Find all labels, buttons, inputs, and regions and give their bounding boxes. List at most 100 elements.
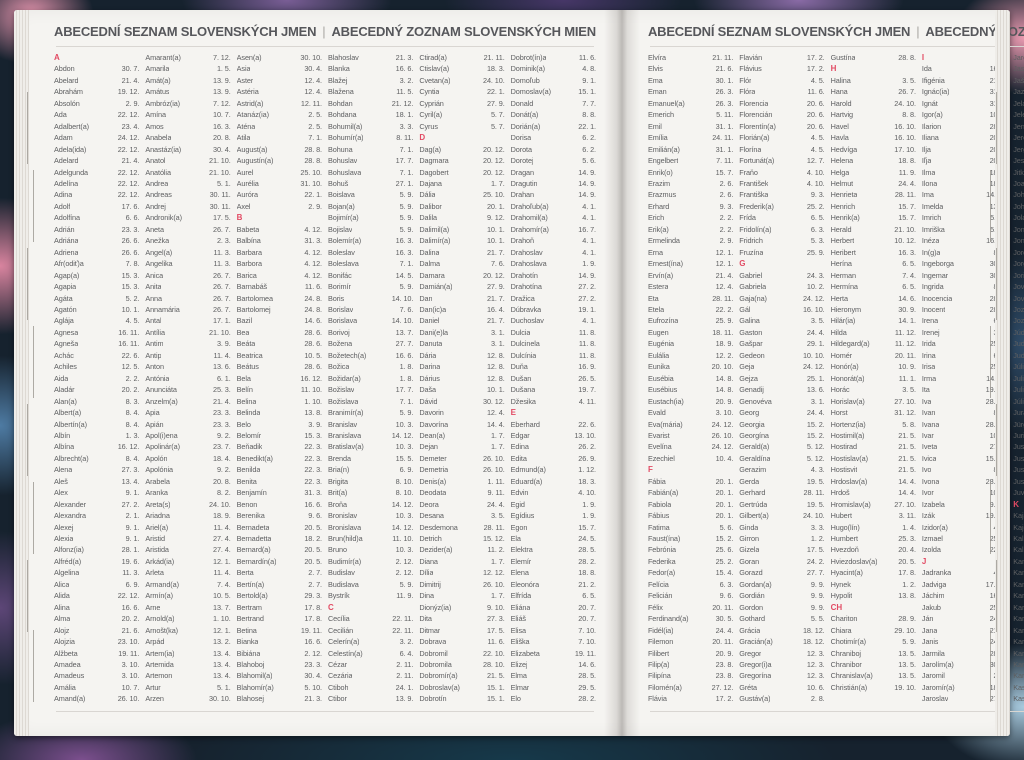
name-day-date: 10. 5. — [212, 591, 231, 601]
name-day-date: 6. 6. — [125, 213, 140, 223]
name-entry: Homér 20. 11. — [831, 350, 916, 361]
given-name: Andreas — [145, 190, 172, 200]
name-entry: Helga 11. 9. — [831, 167, 916, 178]
name-day-date: 24. 2. — [806, 556, 825, 566]
name-entry: Ermelinda 2. 9. — [648, 235, 733, 246]
letter-section-header: CH — [830, 602, 843, 612]
edge-notch — [990, 170, 991, 242]
name-day-date: 13. 7. — [395, 327, 414, 337]
name-entry: Hieronym 30. 9. — [831, 304, 916, 315]
header-rule — [56, 46, 594, 47]
given-name: Ada — [54, 110, 67, 120]
name-day-date: 15. 7. — [578, 522, 596, 532]
given-name: Fraňo — [739, 167, 758, 177]
name-entry: Erazmus 2. 6. — [648, 189, 733, 200]
edge-notch — [990, 482, 991, 554]
name-entry: Bernadetta 18. 2. — [237, 533, 322, 544]
name-day-date: 17. 8. — [304, 614, 322, 624]
given-name: František — [739, 178, 769, 188]
name-entry: Arpád 13. 2. — [145, 636, 230, 647]
name-column: Ctirad(a) 21. 11. Ctislav(a) 18. 3. Cvetan(a… — [419, 52, 504, 705]
given-name: Domoslav(a) — [510, 87, 551, 97]
given-name: Jorik(a) — [1013, 270, 1024, 280]
name-entry: Andrea 5. 1. — [145, 178, 230, 189]
name-entry: Brun(hild)a 11. 10. — [328, 533, 413, 544]
name-entry: Antip 11. 4. — [145, 350, 230, 361]
given-name: Brun(hild)a — [327, 534, 363, 544]
name-day-date: 25. 2. — [806, 201, 825, 211]
given-name: Budislava — [327, 579, 359, 589]
name-day-date: 21. 4. — [121, 156, 140, 166]
name-entry: Beáta 28. 6. — [237, 338, 322, 349]
name-day-date: 20. 9. — [715, 648, 734, 658]
given-name: Jovana — [1013, 293, 1024, 303]
name-entry: Anton 13. 6. — [145, 361, 230, 372]
given-name: Augustín(a) — [236, 156, 274, 166]
given-name: Honorát(a) — [830, 373, 865, 383]
given-name: Branislav — [327, 419, 358, 429]
name-entry: Benedikt(a) 22. 3. — [237, 453, 322, 464]
name-entry: Donát(a) 8. 8. — [511, 109, 596, 120]
name-entry: Drahoslava 1. 9. — [511, 258, 596, 269]
letter-section-header: D — [419, 133, 426, 143]
name-day-date: 12. 8. — [486, 350, 505, 360]
right-page: ABECEDNÍ SEZNAM SLOVENSKÝCH JMEN | ABECEDN… — [640, 10, 1024, 736]
given-name: Karol(a) — [1013, 660, 1024, 670]
name-entry: Eberhard 22. 6. — [511, 419, 596, 430]
name-day-date: 19. 12. — [117, 87, 140, 97]
name-entry: Elena 18. 8. — [511, 567, 596, 578]
name-day-date: 14. 9. — [578, 178, 596, 188]
name-day-date: 12. 4. — [715, 282, 734, 292]
given-name: Arabela — [145, 476, 170, 486]
name-entry: Amína 10. 7. — [145, 109, 230, 120]
name-entry: Budimír(a) 2. 12. — [328, 556, 413, 567]
given-name: Jaroslav — [921, 694, 949, 704]
given-name: Cyprián — [419, 98, 444, 108]
name-entry: Demeter 26. 10. — [419, 453, 504, 464]
name-day-date: 10. 9. — [898, 362, 916, 372]
name-entry: Bertrand 17. 8. — [237, 613, 322, 624]
name-entry: Edita 26. 9. — [511, 453, 596, 464]
name-day-date: 9. 10. — [486, 602, 505, 612]
name-day-date: 23. 3. — [121, 224, 140, 234]
name-entry: Arzen 30. 10. — [145, 693, 230, 704]
given-name: Inocent — [921, 304, 946, 314]
name-entry: Gertrúda 19. 5. — [739, 499, 824, 510]
name-day-date: 12. 4. — [486, 408, 505, 418]
given-name: Deodata — [419, 488, 447, 498]
name-entry: Belo 3. 9. — [237, 419, 322, 430]
given-name: Borislav — [327, 304, 354, 314]
name-entry: Jonáš12. 11. — [1013, 224, 1024, 235]
given-name: Arnošt(ka) — [145, 625, 178, 635]
name-day-date: 20. 4. — [898, 545, 916, 555]
given-name: Antip — [145, 350, 162, 360]
name-entry: Amadeus 3. 10. — [54, 670, 139, 681]
name-day-date: 17. 2. — [715, 694, 734, 704]
given-name: Gothard — [739, 614, 765, 624]
given-name: Bohdana — [327, 110, 357, 120]
name-entry: Aristid 27. 4. — [145, 533, 230, 544]
name-entry: Antília 21. 10. — [145, 327, 230, 338]
name-entry: Bartolomej 24. 8. — [237, 304, 322, 315]
name-day-date: 26. 7. — [212, 304, 231, 314]
given-name: Cyntia — [419, 87, 440, 97]
given-name: Florentín(a) — [739, 121, 776, 131]
name-entry: Gregor(i)a 12. 3. — [739, 659, 824, 670]
name-day-date: 22. 3. — [304, 453, 322, 463]
given-name: Bibiána — [236, 648, 261, 658]
name-day-date: 20. 7. — [578, 614, 596, 624]
given-name: Ambróz(ia) — [145, 98, 181, 108]
given-name: Dalma — [419, 259, 440, 269]
name-day-date: 23. 7. — [212, 442, 231, 452]
name-day-date: 25. 3. — [212, 385, 231, 395]
name-entry: Adina 22. 12. — [54, 189, 139, 200]
name-day-date: 19. 11. — [118, 648, 140, 658]
name-entry: Jonatán29. 12. — [1013, 235, 1024, 246]
name-entry: Filemon 20. 11. — [648, 636, 733, 647]
name-day-date: 20. 5. — [898, 556, 916, 566]
name-entry: Ariel(a) 11. 4. — [145, 522, 230, 533]
name-day-date: 16. 9. — [578, 362, 596, 372]
name-entry: Cyrus 5. 7. — [419, 121, 504, 132]
given-name: Emerich — [647, 110, 674, 120]
given-name: Drahoslav — [510, 247, 543, 257]
